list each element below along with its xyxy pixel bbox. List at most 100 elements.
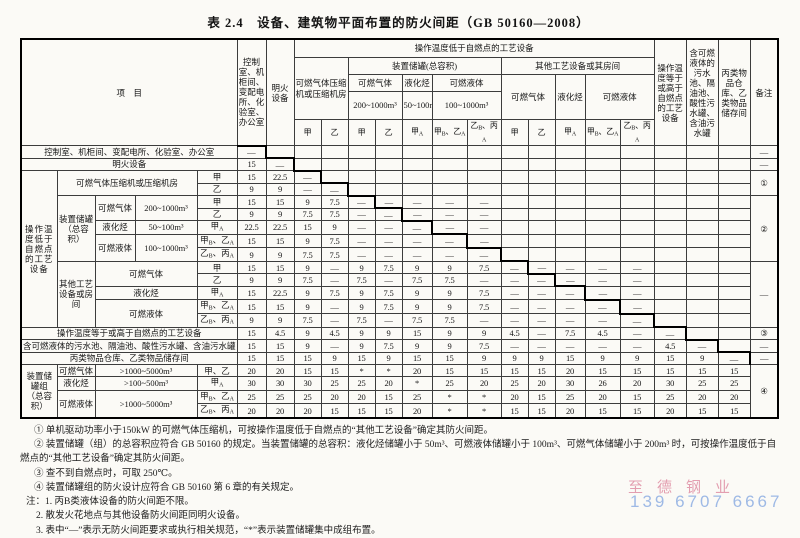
distance-cell	[717, 182, 751, 197]
distance-cell: 7.5	[320, 285, 349, 301]
header-liquid-volume: 100~1000m³	[431, 91, 502, 120]
remark-cell: —	[749, 145, 779, 159]
distance-cell: —	[584, 260, 621, 275]
distance-cell	[584, 170, 621, 184]
distance-cell: 9	[347, 260, 376, 275]
distance-cell: —	[320, 273, 349, 287]
distance-cell: —	[527, 285, 556, 301]
distance-cell	[685, 326, 719, 341]
distance-cell: 7.5	[293, 273, 322, 287]
distance-cell: —	[347, 194, 377, 209]
distance-cell: 15	[431, 351, 468, 366]
distance-cell: 9	[685, 351, 719, 366]
distance-cell: 7.5	[293, 313, 322, 328]
distance-cell	[527, 182, 556, 197]
distance-cell: 7.5	[374, 299, 403, 315]
distance-cell	[584, 207, 621, 222]
header-unit-tanks: 装置储罐(总容积)	[347, 57, 502, 75]
distance-cell: —	[619, 285, 655, 301]
distance-cell: 7.5	[466, 285, 502, 301]
distance-cell	[717, 233, 751, 249]
distance-cell	[584, 157, 621, 172]
distance-cell: 25	[265, 389, 295, 405]
distance-cell	[347, 157, 376, 172]
distance-cell: 4.5	[584, 326, 621, 341]
distance-cell	[527, 157, 556, 172]
distance-cell: 15	[431, 364, 468, 378]
row-label: 其他工艺设备或房间	[56, 260, 96, 328]
distance-cell	[653, 207, 687, 222]
distance-cell: 15	[236, 195, 267, 209]
distance-cell: 15	[554, 351, 586, 366]
distance-cell: 15	[236, 339, 267, 353]
distance-cell: 9	[619, 351, 655, 366]
header-class-yi: 乙	[374, 118, 403, 147]
header-gas-volume: 200~1000m³	[347, 91, 403, 120]
distance-cell: 7.5	[320, 207, 349, 222]
distance-cell	[685, 195, 719, 209]
distance-cell: 15	[374, 389, 403, 405]
distance-cell	[527, 220, 556, 235]
row-label: 甲、乙	[196, 364, 238, 378]
distance-cell: 7.5	[374, 260, 403, 275]
distance-cell	[527, 195, 556, 209]
distance-cell: 9	[431, 285, 468, 301]
distance-cell: 15	[619, 364, 655, 378]
distance-cell: —	[265, 157, 296, 172]
distance-cell: 7.5	[466, 299, 502, 315]
distance-cell: —	[401, 247, 433, 262]
distance-cell: 30	[554, 376, 586, 391]
distance-cell	[653, 195, 687, 209]
distance-cell: —	[347, 207, 376, 222]
distance-cell: —	[527, 313, 556, 328]
row-label: 可燃气体压缩机或压缩机房	[56, 170, 198, 197]
distance-cell	[685, 145, 719, 159]
distance-cell: 9	[347, 285, 376, 301]
distance-cell	[653, 182, 687, 197]
header-lpg: 液化烃	[401, 74, 433, 92]
distance-cell: 25	[236, 389, 267, 405]
footnote-1: ① 单机驱动功率小于150kW 的可燃气体压缩机，可按操作温度低于自燃点的“其他…	[34, 425, 493, 436]
distance-cell: 15	[236, 233, 267, 249]
distance-cell: 7.5	[320, 195, 349, 209]
distance-cell: 22.5	[236, 220, 267, 235]
remark-cell: ④	[749, 364, 779, 419]
distance-cell	[401, 182, 433, 197]
distance-cell: 15	[500, 403, 529, 419]
row-label: 丙类物品仓库、乙类物品储存间	[20, 351, 238, 366]
distance-cell	[653, 220, 687, 235]
distance-cell: —	[584, 285, 621, 301]
distance-cell: 20	[527, 376, 556, 391]
remark-cell: ①	[749, 170, 779, 197]
distance-cell: —	[619, 273, 655, 287]
row-label: >1000~5000m³	[94, 389, 198, 419]
distance-cell	[717, 247, 751, 262]
distance-cell: —	[527, 339, 556, 353]
distance-cell: —	[527, 260, 556, 275]
distance-cell: 15	[717, 403, 751, 419]
distance-cell: —	[401, 233, 433, 249]
row-label: 可燃气体	[94, 195, 136, 222]
distance-cell	[554, 233, 586, 249]
distance-cell: —	[619, 299, 655, 315]
distance-cell: —	[584, 339, 621, 353]
distance-cell	[374, 145, 403, 159]
remark-cell: —	[749, 260, 779, 328]
header-class-jiaB-yiA: 甲B、乙A	[431, 118, 468, 147]
distance-cell	[717, 285, 751, 301]
distance-cell: 22.5	[265, 170, 295, 184]
distance-cell: —	[527, 299, 556, 315]
distance-cell: 25	[653, 389, 687, 405]
distance-cell: 9	[236, 313, 267, 328]
distance-cell	[717, 326, 751, 341]
distance-cell: 25	[685, 376, 719, 391]
header-class-jia: 甲	[347, 118, 376, 147]
distance-cell	[500, 207, 529, 222]
distance-cell	[527, 233, 556, 249]
distance-cell: *	[431, 403, 468, 419]
distance-cell: 9	[431, 299, 468, 315]
distance-cell: —	[374, 195, 403, 209]
distance-cell: 25	[320, 376, 349, 391]
distance-cell: —	[401, 195, 433, 209]
row-label: 甲	[196, 170, 238, 184]
